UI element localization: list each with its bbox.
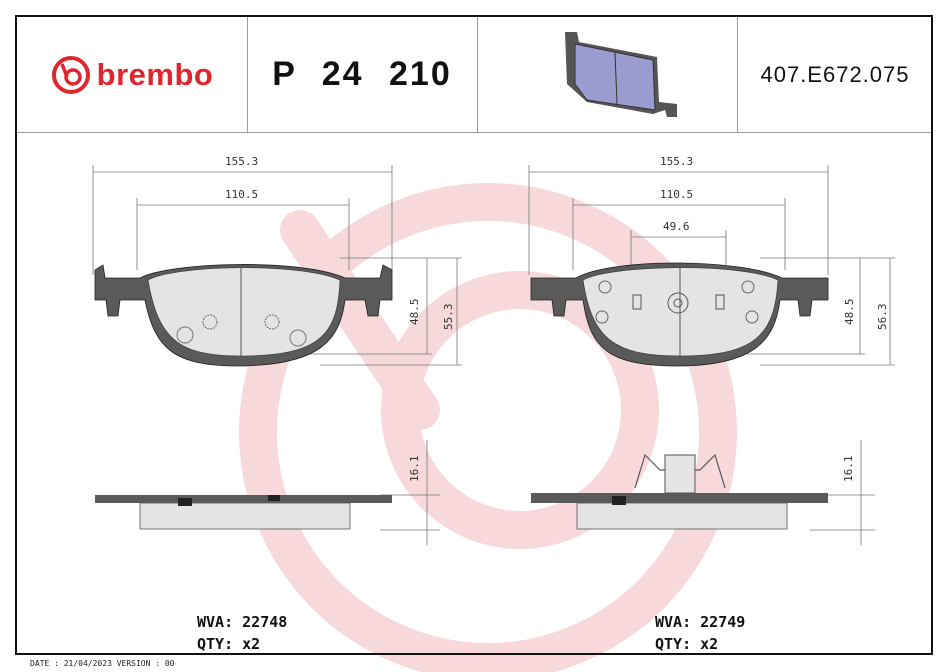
right-info: WVA: 22749 QTY: x2 [655,611,745,655]
left-overall-width: 155.3 [225,155,258,168]
reference-number: 407.E672.075 [760,61,910,87]
brembo-logo-icon [51,55,90,94]
part-number: P 24 210 [272,55,452,93]
title-block: brembo P 24 210 407.E672.075 [17,17,931,133]
right-inner-width: 110.5 [660,188,693,201]
left-info: WVA: 22748 QTY: x2 [197,611,287,655]
brake-pad-3d-image [565,32,677,117]
part-number-cell: P 24 210 [247,17,478,132]
drawing-frame: brembo P 24 210 407.E672.075 [15,15,933,655]
reference-cell: 407.E672.075 [737,17,933,132]
left-height-inner: 48.5 [408,299,421,326]
pad-image-cell [477,17,738,132]
left-wva: WVA: 22748 [197,613,288,631]
right-height-overall: 56.3 [876,304,889,331]
right-thickness: 16.1 [842,456,855,483]
right-center-width: 49.6 [663,220,690,233]
right-pad-front-view [530,262,829,367]
right-wva: WVA: 22749 [655,613,746,631]
left-thickness: 16.1 [408,456,421,483]
right-pad-side-view [531,453,828,530]
right-overall-width: 155.3 [660,155,693,168]
left-pad-side-view [95,495,392,530]
left-qty: QTY: x2 [197,635,261,653]
right-qty: QTY: x2 [655,635,719,653]
brand-cell: brembo [17,17,248,132]
left-inner-width: 110.5 [225,188,258,201]
left-height-overall: 55.3 [442,304,455,331]
date-version: DATE : 21/04/2023 VERSION : 00 [30,659,175,668]
brand-name: brembo [96,56,214,92]
right-height-inner: 48.5 [843,299,856,326]
left-pad-front-view [94,264,393,367]
